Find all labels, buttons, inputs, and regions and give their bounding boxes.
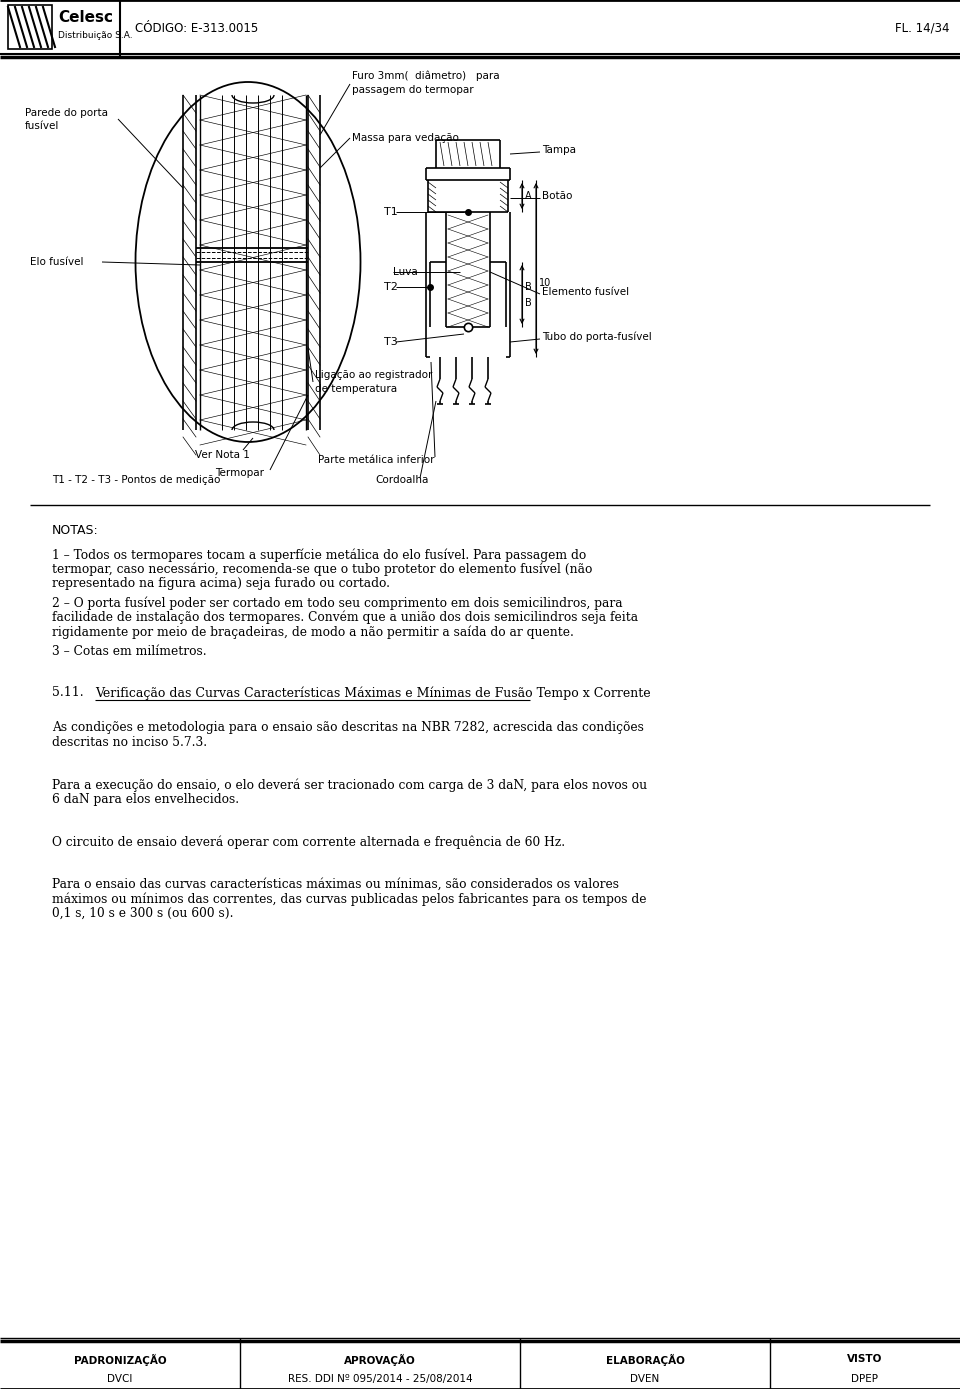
Text: Distribuição S.A.: Distribuição S.A. xyxy=(58,32,132,40)
Text: representado na figura acima) seja furado ou cortado.: representado na figura acima) seja furad… xyxy=(52,576,390,590)
Text: termopar, caso necessário, recomenda-se que o tubo protetor do elemento fusível : termopar, caso necessário, recomenda-se … xyxy=(52,563,592,576)
Text: Elemento fusível: Elemento fusível xyxy=(542,288,629,297)
Bar xyxy=(8,6,52,49)
Text: máximos ou mínimos das correntes, das curvas publicadas pelos fabricantes para o: máximos ou mínimos das correntes, das cu… xyxy=(52,893,646,906)
Text: DVEN: DVEN xyxy=(631,1374,660,1383)
Text: CÓDIGO: E-313.0015: CÓDIGO: E-313.0015 xyxy=(135,21,258,35)
Text: 10: 10 xyxy=(539,279,551,289)
Text: Para o ensaio das curvas características máximas ou mínimas, são considerados os: Para o ensaio das curvas características… xyxy=(52,878,619,890)
Text: B: B xyxy=(525,297,532,307)
Text: APROVAÇÃO: APROVAÇÃO xyxy=(344,1354,416,1365)
Text: 2 – O porta fusível poder ser cortado em todo seu comprimento em dois semicilind: 2 – O porta fusível poder ser cortado em… xyxy=(52,596,623,610)
Text: rigidamente por meio de braçadeiras, de modo a não permitir a saída do ar quente: rigidamente por meio de braçadeiras, de … xyxy=(52,625,574,639)
Text: Parte metálica inferior: Parte metálica inferior xyxy=(318,456,435,465)
Text: Cordoalha: Cordoalha xyxy=(375,475,428,485)
Text: Tampa: Tampa xyxy=(542,144,576,156)
Text: 1 – Todos os termopares tocam a superfície metálica do elo fusível. Para passage: 1 – Todos os termopares tocam a superfíc… xyxy=(52,549,587,561)
Text: DPEP: DPEP xyxy=(852,1374,878,1383)
Text: Botão: Botão xyxy=(542,192,572,201)
Text: Elo fusível: Elo fusível xyxy=(30,257,84,267)
Text: T2: T2 xyxy=(384,282,397,292)
Text: Ligação ao registrador: Ligação ao registrador xyxy=(315,369,432,381)
Text: Ver Nota 1: Ver Nota 1 xyxy=(195,450,250,460)
Text: FL. 14/34: FL. 14/34 xyxy=(895,21,949,35)
Text: T3: T3 xyxy=(384,338,397,347)
Text: NOTAS:: NOTAS: xyxy=(52,524,99,536)
Text: 3 – Cotas em milímetros.: 3 – Cotas em milímetros. xyxy=(52,644,206,658)
Text: Termopar: Termopar xyxy=(215,468,264,478)
Text: PADRONIZAÇÃO: PADRONIZAÇÃO xyxy=(74,1354,166,1365)
Text: 0,1 s, 10 s e 300 s (ou 600 s).: 0,1 s, 10 s e 300 s (ou 600 s). xyxy=(52,907,233,920)
Text: Tubo do porta-fusível: Tubo do porta-fusível xyxy=(542,332,652,342)
Text: Celesc: Celesc xyxy=(58,11,113,25)
Text: VISTO: VISTO xyxy=(848,1354,882,1364)
Text: Furo 3mm(  diâmetro)   para: Furo 3mm( diâmetro) para xyxy=(352,71,499,81)
Text: 5.11.: 5.11. xyxy=(52,686,84,700)
Text: Parede do porta: Parede do porta xyxy=(25,108,108,118)
Text: Para a execução do ensaio, o elo deverá ser tracionado com carga de 3 daN, para : Para a execução do ensaio, o elo deverá … xyxy=(52,778,647,792)
Text: T1 - T2 - T3 - Pontos de medição: T1 - T2 - T3 - Pontos de medição xyxy=(52,475,221,485)
Text: RES. DDI Nº 095/2014 - 25/08/2014: RES. DDI Nº 095/2014 - 25/08/2014 xyxy=(288,1374,472,1383)
Text: fusível: fusível xyxy=(25,121,60,131)
Text: facilidade de instalação dos termopares. Convém que a união dos dois semicilindr: facilidade de instalação dos termopares.… xyxy=(52,611,638,625)
Text: DVCI: DVCI xyxy=(108,1374,132,1383)
Text: 6 daN para elos envelhecidos.: 6 daN para elos envelhecidos. xyxy=(52,793,239,806)
Text: Massa para vedação: Massa para vedação xyxy=(352,133,459,143)
Text: passagem do termopar: passagem do termopar xyxy=(352,85,473,94)
Text: B: B xyxy=(525,282,532,292)
Text: A: A xyxy=(525,192,532,201)
Text: As condições e metodologia para o ensaio são descritas na NBR 7282, acrescida da: As condições e metodologia para o ensaio… xyxy=(52,721,644,735)
Text: T1: T1 xyxy=(384,207,397,217)
Text: ELABORAÇÃO: ELABORAÇÃO xyxy=(606,1354,684,1365)
Text: descritas no inciso 5.7.3.: descritas no inciso 5.7.3. xyxy=(52,736,207,749)
Text: de temperatura: de temperatura xyxy=(315,383,397,394)
Text: O circuito de ensaio deverá operar com corrente alternada e frequência de 60 Hz.: O circuito de ensaio deverá operar com c… xyxy=(52,836,565,849)
Text: Luva: Luva xyxy=(393,267,418,276)
Text: Verificação das Curvas Características Máximas e Mínimas de Fusão Tempo x Corren: Verificação das Curvas Características M… xyxy=(95,686,651,700)
